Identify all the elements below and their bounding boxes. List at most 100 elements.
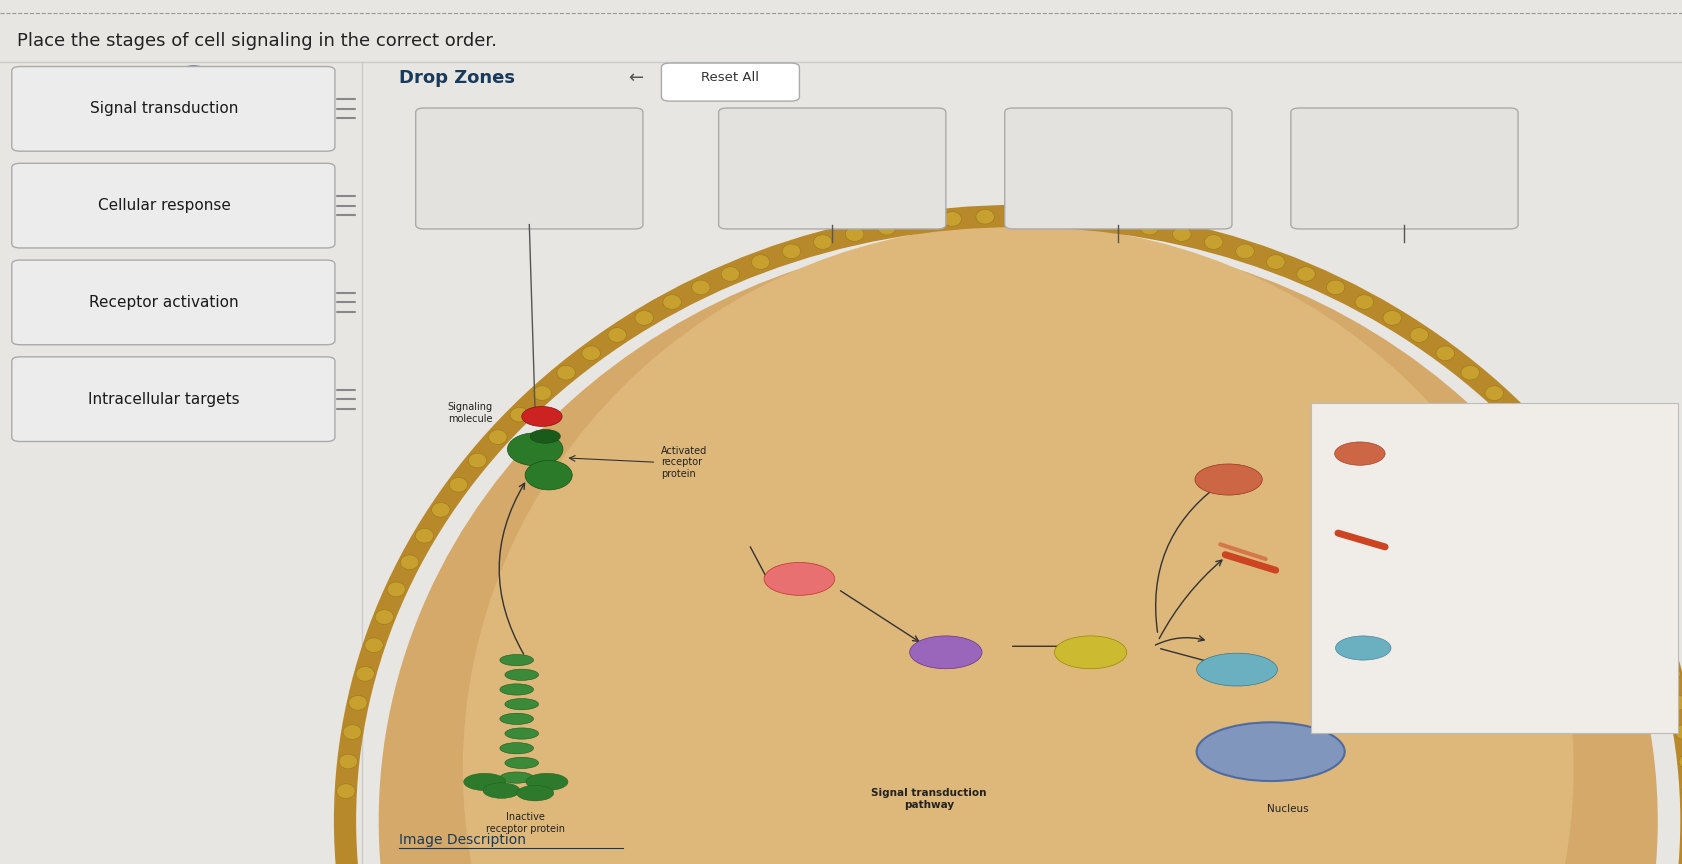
- Ellipse shape: [750, 255, 769, 270]
- Text: Signal transduction: Signal transduction: [89, 101, 239, 117]
- FancyBboxPatch shape: [1004, 108, 1231, 229]
- Ellipse shape: [1196, 722, 1344, 781]
- FancyBboxPatch shape: [415, 108, 643, 229]
- Ellipse shape: [634, 310, 653, 325]
- Ellipse shape: [910, 215, 928, 230]
- Ellipse shape: [500, 772, 533, 783]
- Ellipse shape: [1460, 365, 1478, 380]
- Ellipse shape: [533, 386, 552, 401]
- Ellipse shape: [505, 669, 538, 681]
- Ellipse shape: [463, 225, 1573, 864]
- FancyBboxPatch shape: [718, 108, 945, 229]
- Ellipse shape: [976, 209, 994, 224]
- FancyBboxPatch shape: [1290, 108, 1517, 229]
- FancyBboxPatch shape: [661, 63, 799, 101]
- FancyBboxPatch shape: [12, 67, 335, 151]
- Text: Labels: Labels: [25, 69, 91, 86]
- Ellipse shape: [355, 666, 373, 681]
- Text: Altered cell shape or
movement: Altered cell shape or movement: [1463, 537, 1558, 556]
- Ellipse shape: [508, 433, 562, 466]
- Ellipse shape: [365, 638, 383, 652]
- Text: Place the stages of cell signaling in the correct order.: Place the stages of cell signaling in th…: [17, 33, 496, 50]
- Ellipse shape: [521, 407, 562, 427]
- Ellipse shape: [431, 503, 449, 518]
- Ellipse shape: [1334, 442, 1384, 466]
- Text: Drop Zones: Drop Zones: [399, 69, 515, 86]
- Ellipse shape: [1435, 346, 1453, 360]
- Text: i: i: [192, 73, 195, 83]
- Ellipse shape: [1354, 295, 1373, 309]
- Ellipse shape: [1669, 696, 1682, 710]
- Text: Nucleus: Nucleus: [1267, 804, 1307, 814]
- Text: Receptor activation: Receptor activation: [89, 295, 239, 310]
- Ellipse shape: [463, 773, 505, 791]
- Ellipse shape: [468, 454, 486, 468]
- Ellipse shape: [500, 655, 533, 665]
- Text: Altered metabolism or other
cell functions: Altered metabolism or other cell functio…: [1463, 450, 1591, 469]
- Ellipse shape: [663, 295, 681, 309]
- Text: Altered gene expression,
which changes the types
and the amounts of proteins
tha: Altered gene expression, which changes t…: [1463, 641, 1593, 681]
- Ellipse shape: [483, 783, 520, 798]
- Ellipse shape: [343, 725, 362, 740]
- FancyBboxPatch shape: [12, 163, 335, 248]
- Ellipse shape: [525, 773, 567, 791]
- Ellipse shape: [1172, 226, 1191, 241]
- Ellipse shape: [1053, 636, 1127, 669]
- Ellipse shape: [782, 244, 801, 258]
- Ellipse shape: [876, 220, 895, 235]
- Text: Activated
receptor
protein: Activated receptor protein: [661, 446, 706, 479]
- Ellipse shape: [1140, 220, 1159, 235]
- Ellipse shape: [1196, 653, 1277, 686]
- Ellipse shape: [500, 742, 533, 753]
- Text: Signaling
molecule: Signaling molecule: [447, 403, 493, 424]
- FancyBboxPatch shape: [12, 260, 335, 345]
- Text: ←: ←: [629, 69, 643, 86]
- Ellipse shape: [510, 407, 528, 422]
- Text: Structural
proteins: Structural proteins: [1388, 527, 1447, 549]
- Text: Reset All: Reset All: [701, 71, 759, 85]
- Ellipse shape: [525, 461, 572, 490]
- Ellipse shape: [1679, 754, 1682, 769]
- Ellipse shape: [691, 280, 710, 295]
- FancyBboxPatch shape: [12, 357, 335, 442]
- Ellipse shape: [812, 235, 831, 250]
- Ellipse shape: [1075, 212, 1093, 226]
- Ellipse shape: [530, 429, 560, 443]
- Ellipse shape: [557, 365, 575, 380]
- Text: Cellular response: Cellular response: [98, 198, 230, 213]
- Ellipse shape: [1568, 478, 1586, 492]
- Ellipse shape: [720, 267, 738, 282]
- Ellipse shape: [488, 429, 506, 444]
- Ellipse shape: [500, 714, 533, 724]
- Ellipse shape: [582, 346, 600, 360]
- Ellipse shape: [505, 698, 538, 710]
- Ellipse shape: [415, 529, 434, 543]
- Ellipse shape: [449, 478, 468, 492]
- Text: Signal transduction
pathway: Signal transduction pathway: [871, 788, 986, 810]
- Text: Enzyme: Enzyme: [1388, 444, 1433, 454]
- Ellipse shape: [375, 610, 394, 625]
- Ellipse shape: [387, 582, 405, 597]
- Ellipse shape: [1674, 725, 1682, 740]
- Text: Inactive
receptor protein: Inactive receptor protein: [486, 812, 563, 834]
- Ellipse shape: [505, 757, 538, 769]
- Ellipse shape: [500, 684, 533, 695]
- Ellipse shape: [348, 696, 367, 710]
- Ellipse shape: [1410, 327, 1428, 342]
- Ellipse shape: [1267, 255, 1285, 270]
- Ellipse shape: [1662, 666, 1680, 681]
- Ellipse shape: [1529, 429, 1547, 444]
- Ellipse shape: [910, 636, 982, 669]
- Ellipse shape: [1642, 610, 1660, 625]
- Ellipse shape: [607, 327, 626, 342]
- Ellipse shape: [378, 233, 1657, 864]
- Ellipse shape: [1336, 636, 1391, 660]
- Ellipse shape: [1652, 638, 1670, 652]
- Ellipse shape: [942, 212, 960, 226]
- Ellipse shape: [1008, 208, 1026, 224]
- Ellipse shape: [338, 754, 357, 769]
- Text: Intracellular targets: Intracellular targets: [87, 391, 241, 407]
- Ellipse shape: [1325, 280, 1344, 295]
- Ellipse shape: [1383, 310, 1401, 325]
- Ellipse shape: [764, 562, 834, 595]
